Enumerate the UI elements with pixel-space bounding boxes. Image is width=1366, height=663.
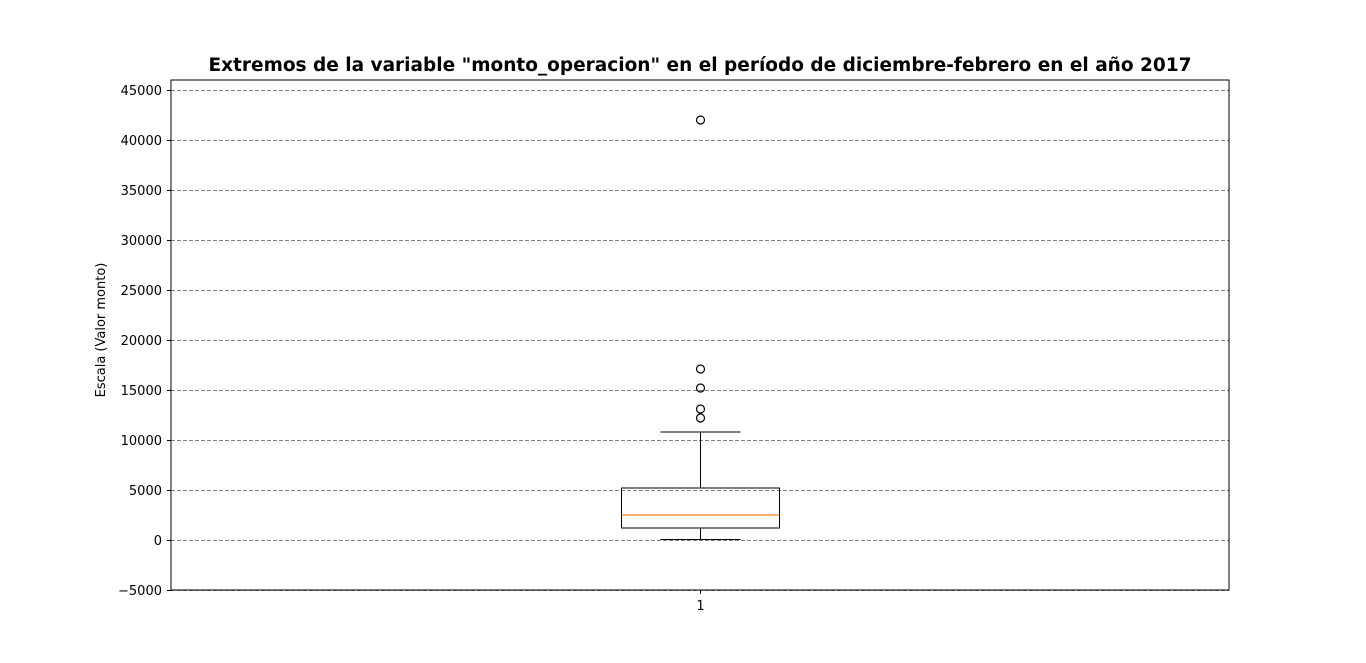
outlier-point [695, 413, 706, 423]
y-tick-label: 10000 [121, 434, 162, 449]
y-tick-label: 40000 [121, 134, 162, 149]
plot-area-frame [170, 79, 1230, 591]
iqr-box [621, 487, 780, 529]
box-1 [621, 115, 780, 540]
y-tick-label: 35000 [121, 184, 162, 199]
y-tick-label: 0 [154, 534, 162, 549]
y-tick-label: 30000 [121, 234, 162, 249]
y-tick-label: 5000 [129, 484, 162, 499]
outlier-point [695, 115, 706, 125]
outlier-point [695, 364, 706, 374]
y-tick-label: 45000 [121, 84, 162, 99]
x-tick-label: 1 [696, 599, 704, 614]
outlier-point [695, 383, 706, 393]
outlier-point [695, 404, 706, 414]
y-tick-label: −5000 [118, 584, 162, 599]
y-tick-label: 20000 [121, 334, 162, 349]
y-tick-label: 15000 [121, 384, 162, 399]
x-axis: 1 [696, 590, 705, 614]
y-tick-label: 25000 [121, 284, 162, 299]
y-axis-label: Escala (Valor monto) [94, 263, 109, 398]
chart-title: Extremos de la variable "monto_operacion… [208, 55, 1191, 76]
box-series [621, 115, 780, 540]
y-axis: −5000 0 5000 10000 15000 20000 25000 30000 35000… [118, 84, 171, 599]
